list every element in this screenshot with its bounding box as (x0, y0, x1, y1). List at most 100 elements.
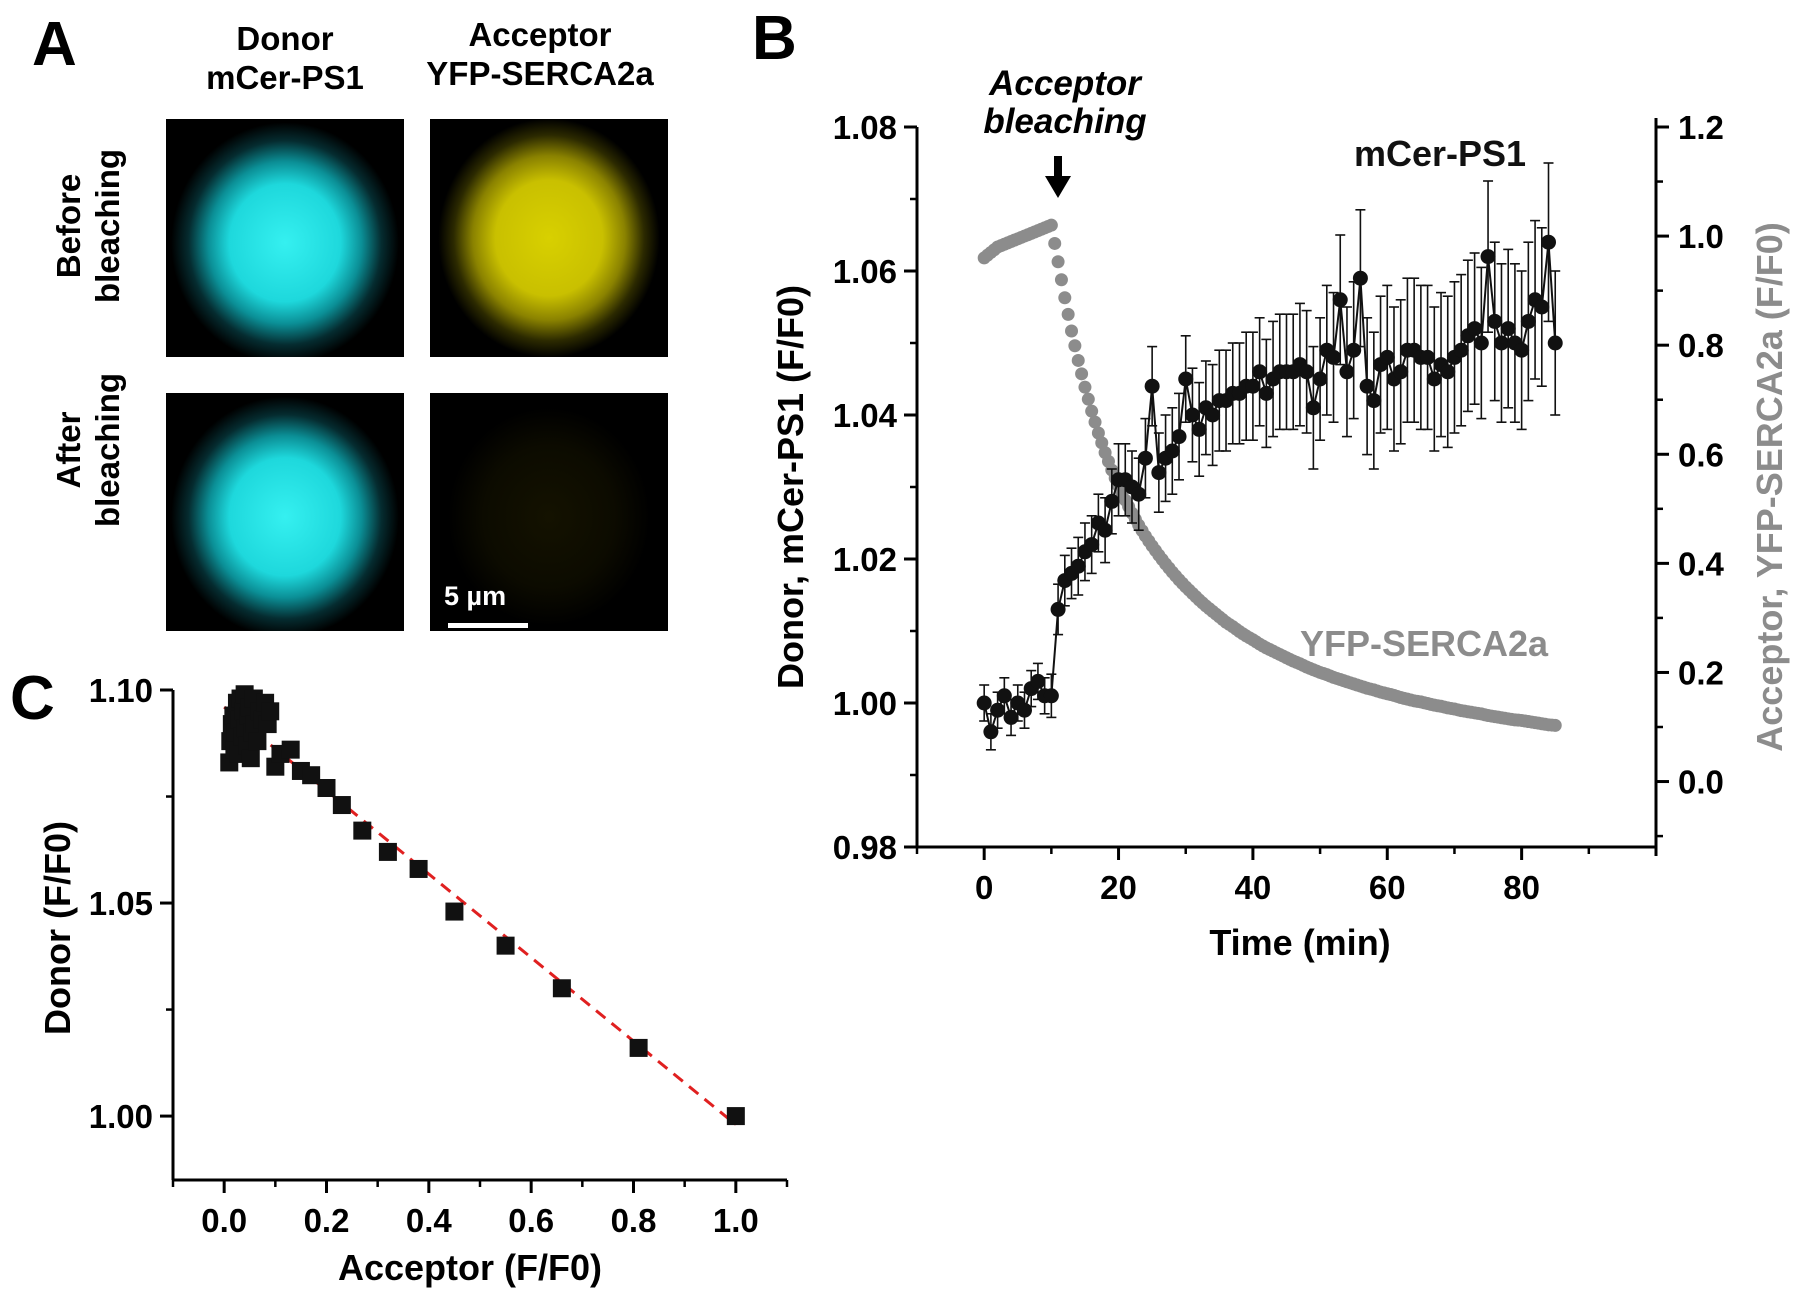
b-acceptor-point-interp (1061, 307, 1075, 321)
b-donor-point (1305, 400, 1321, 416)
b-donor-point (1184, 407, 1200, 423)
c-data-point (281, 740, 300, 759)
b-donor-point (1050, 601, 1066, 617)
b-donor-point (983, 724, 999, 740)
b-annotation-line1: Acceptor (988, 64, 1143, 103)
b-donor-point (1131, 486, 1147, 502)
b-acceptor-point-interp (1088, 415, 1102, 429)
b-donor-point (1426, 371, 1442, 387)
b-annotation-line2: bleaching (983, 102, 1146, 141)
b-donor-series-label: mCer-PS1 (1354, 133, 1526, 174)
c-data-point (317, 779, 336, 797)
b-acceptor-point-interp (1081, 392, 1095, 406)
b-acceptor-point-interp (1068, 339, 1082, 353)
c-x-tick-label: 0.2 (304, 1202, 350, 1239)
b-donor-point (1547, 335, 1563, 351)
b-donor-point (1326, 349, 1342, 365)
c-x-tick-label: 0.6 (508, 1202, 554, 1239)
donor-column-header: Donor mCer-PS1 (150, 20, 420, 98)
b-acceptor-point-interp (1095, 436, 1109, 450)
b-x-tick-label: 80 (1503, 869, 1540, 906)
b-donor-point (1379, 349, 1395, 365)
b-donor-point (1332, 292, 1348, 308)
b-donor-point (1016, 702, 1032, 718)
b-donor-point (1164, 443, 1180, 459)
b-donor-point (1346, 342, 1362, 358)
b-donor-point (1541, 234, 1557, 250)
c-data-point (378, 842, 397, 861)
c-x-axis-title: Acceptor (F/F0) (338, 1247, 602, 1288)
c-data-point (332, 796, 351, 815)
b-left-tick-label: 1.00 (833, 685, 897, 722)
b-x-axis-title: Time (min) (1209, 922, 1390, 963)
acceptor-column-header: Acceptor YFP-SERCA2a (390, 16, 690, 94)
b-right-tick-label: 0.4 (1678, 545, 1725, 582)
b-acceptor-point (1078, 380, 1092, 394)
acceptor-header-line2: YFP-SERCA2a (426, 54, 654, 92)
b-acceptor-point (1071, 353, 1085, 367)
b-left-tick-label: 1.04 (833, 397, 898, 434)
acceptor-after-micrograph: 5 µm (430, 393, 668, 631)
scalebar (448, 623, 528, 628)
c-data-point (241, 749, 260, 768)
c-x-tick-label: 1.0 (713, 1202, 759, 1239)
b-right-tick-label: 1.0 (1678, 218, 1724, 255)
c-data-point (726, 1107, 745, 1126)
b-donor-point (1520, 313, 1536, 329)
b-donor-point (1191, 421, 1207, 437)
c-data-point (409, 859, 428, 878)
b-donor-point (1534, 299, 1550, 315)
b-acceptor-point-interp (1048, 236, 1062, 250)
c-data-point (496, 936, 515, 955)
c-data-point (261, 702, 280, 721)
b-donor-point (990, 702, 1006, 718)
b-donor-point (1030, 673, 1046, 689)
b-right-tick-label: 0.2 (1678, 654, 1724, 691)
panel-c-letter: C (10, 664, 55, 733)
c-data-point (629, 1038, 648, 1057)
b-donor-point (976, 695, 992, 711)
b-left-tick-label: 1.06 (833, 253, 897, 290)
c-y-tick-label: 1.10 (89, 672, 153, 709)
b-x-tick-label: 60 (1369, 869, 1406, 906)
b-donor-point (1043, 688, 1059, 704)
b-donor-point (1339, 364, 1355, 380)
b-donor-point (1467, 321, 1483, 337)
b-donor-point (1104, 493, 1120, 509)
c-data-point (302, 766, 321, 785)
b-donor-point (1299, 364, 1315, 380)
b-acceptor-point-interp (1054, 273, 1068, 287)
b-donor-point (1359, 378, 1375, 394)
donor-before-micrograph (166, 119, 404, 357)
b-acceptor-point (1085, 404, 1099, 418)
b-donor-point (1171, 429, 1187, 445)
b-donor-point (1205, 407, 1221, 423)
b-donor-point (1178, 371, 1194, 387)
donor-header-line1: Donor (236, 20, 334, 57)
b-donor-point (1144, 378, 1160, 394)
b-donor-point (1252, 364, 1268, 380)
bleaching-arrow-icon (1045, 156, 1071, 198)
panel-a-letter: A (32, 10, 77, 79)
b-right-axis-title: Acceptor, YFP-SERCA2a (F/F0) (1749, 222, 1790, 751)
b-donor-point (1453, 342, 1469, 358)
b-x-tick-label: 20 (1100, 869, 1137, 906)
donor-after-micrograph (166, 393, 404, 631)
c-x-tick-label: 0.4 (406, 1202, 453, 1239)
b-donor-point (1352, 270, 1368, 286)
b-left-axis-title: Donor, mCer-PS1 (F/F0) (770, 285, 811, 689)
b-donor-point (1084, 537, 1100, 553)
panel-b-letter: B (752, 4, 797, 73)
c-data-point (552, 979, 571, 998)
b-donor-point (1514, 342, 1530, 358)
c-data-point (248, 732, 267, 751)
b-donor-point (1097, 522, 1113, 538)
b-acceptor-point (1548, 718, 1562, 732)
acceptor-header-line1: Acceptor (468, 16, 612, 53)
b-donor-point (1487, 313, 1503, 329)
b-acceptor-point (1051, 255, 1065, 269)
b-donor-point (1440, 364, 1456, 380)
b-x-tick-label: 40 (1235, 869, 1272, 906)
b-donor-point (1500, 321, 1516, 337)
